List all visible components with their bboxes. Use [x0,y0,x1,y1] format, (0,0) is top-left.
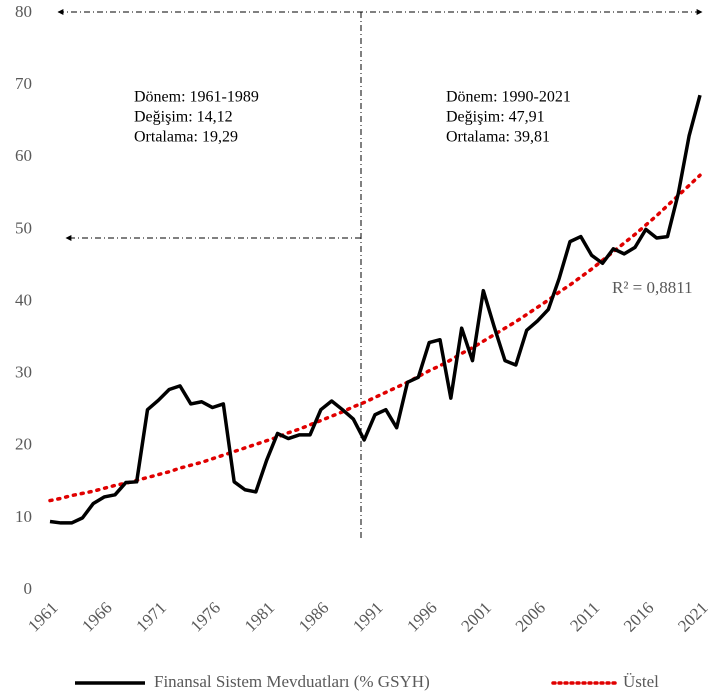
x-tick-label: 2016 [620,598,657,635]
annotation: Ortalama: 19,29 [134,129,238,146]
y-tick-label: 50 [15,218,32,237]
x-tick-label: 1981 [241,598,278,635]
annotation: Dönem: 1961-1989 [134,89,259,106]
r-squared: R² = 0,8811 [612,278,693,297]
y-tick-label: 20 [15,435,32,454]
x-tick-label: 1971 [132,598,169,635]
y-tick-label: 80 [15,2,32,21]
x-tick-label: 1986 [295,598,332,635]
x-tick-label: 1976 [187,598,224,635]
y-tick-label: 30 [15,363,32,382]
y-tick-label: 10 [15,507,32,526]
legend-label: Finansal Sistem Mevduatları (% GSYH) [154,672,430,691]
trend-line [48,173,702,503]
x-tick-label: 2011 [566,598,603,635]
annotation: Değişim: 14,12 [134,109,233,126]
y-tick-label: 70 [15,74,32,93]
x-tick-label: 2006 [512,598,549,635]
legend-label: Üstel [623,672,659,691]
y-tick-label: 0 [24,579,33,598]
x-tick-label: 2001 [457,598,494,635]
period-arrows [57,9,703,540]
x-tick-label: 1996 [403,598,440,635]
x-tick-label: 1961 [24,598,61,635]
x-tick-label: 1991 [349,598,386,635]
y-tick-label: 40 [15,290,32,309]
x-tick-label: 2021 [674,598,711,635]
annotation: Dönem: 1990-2021 [446,89,571,106]
y-tick-label: 60 [15,146,32,165]
annotation: Değişim: 47,91 [446,109,545,126]
x-tick-label: 1966 [78,598,115,635]
data-line [49,94,702,525]
annotation: Ortalama: 39,81 [446,129,550,146]
